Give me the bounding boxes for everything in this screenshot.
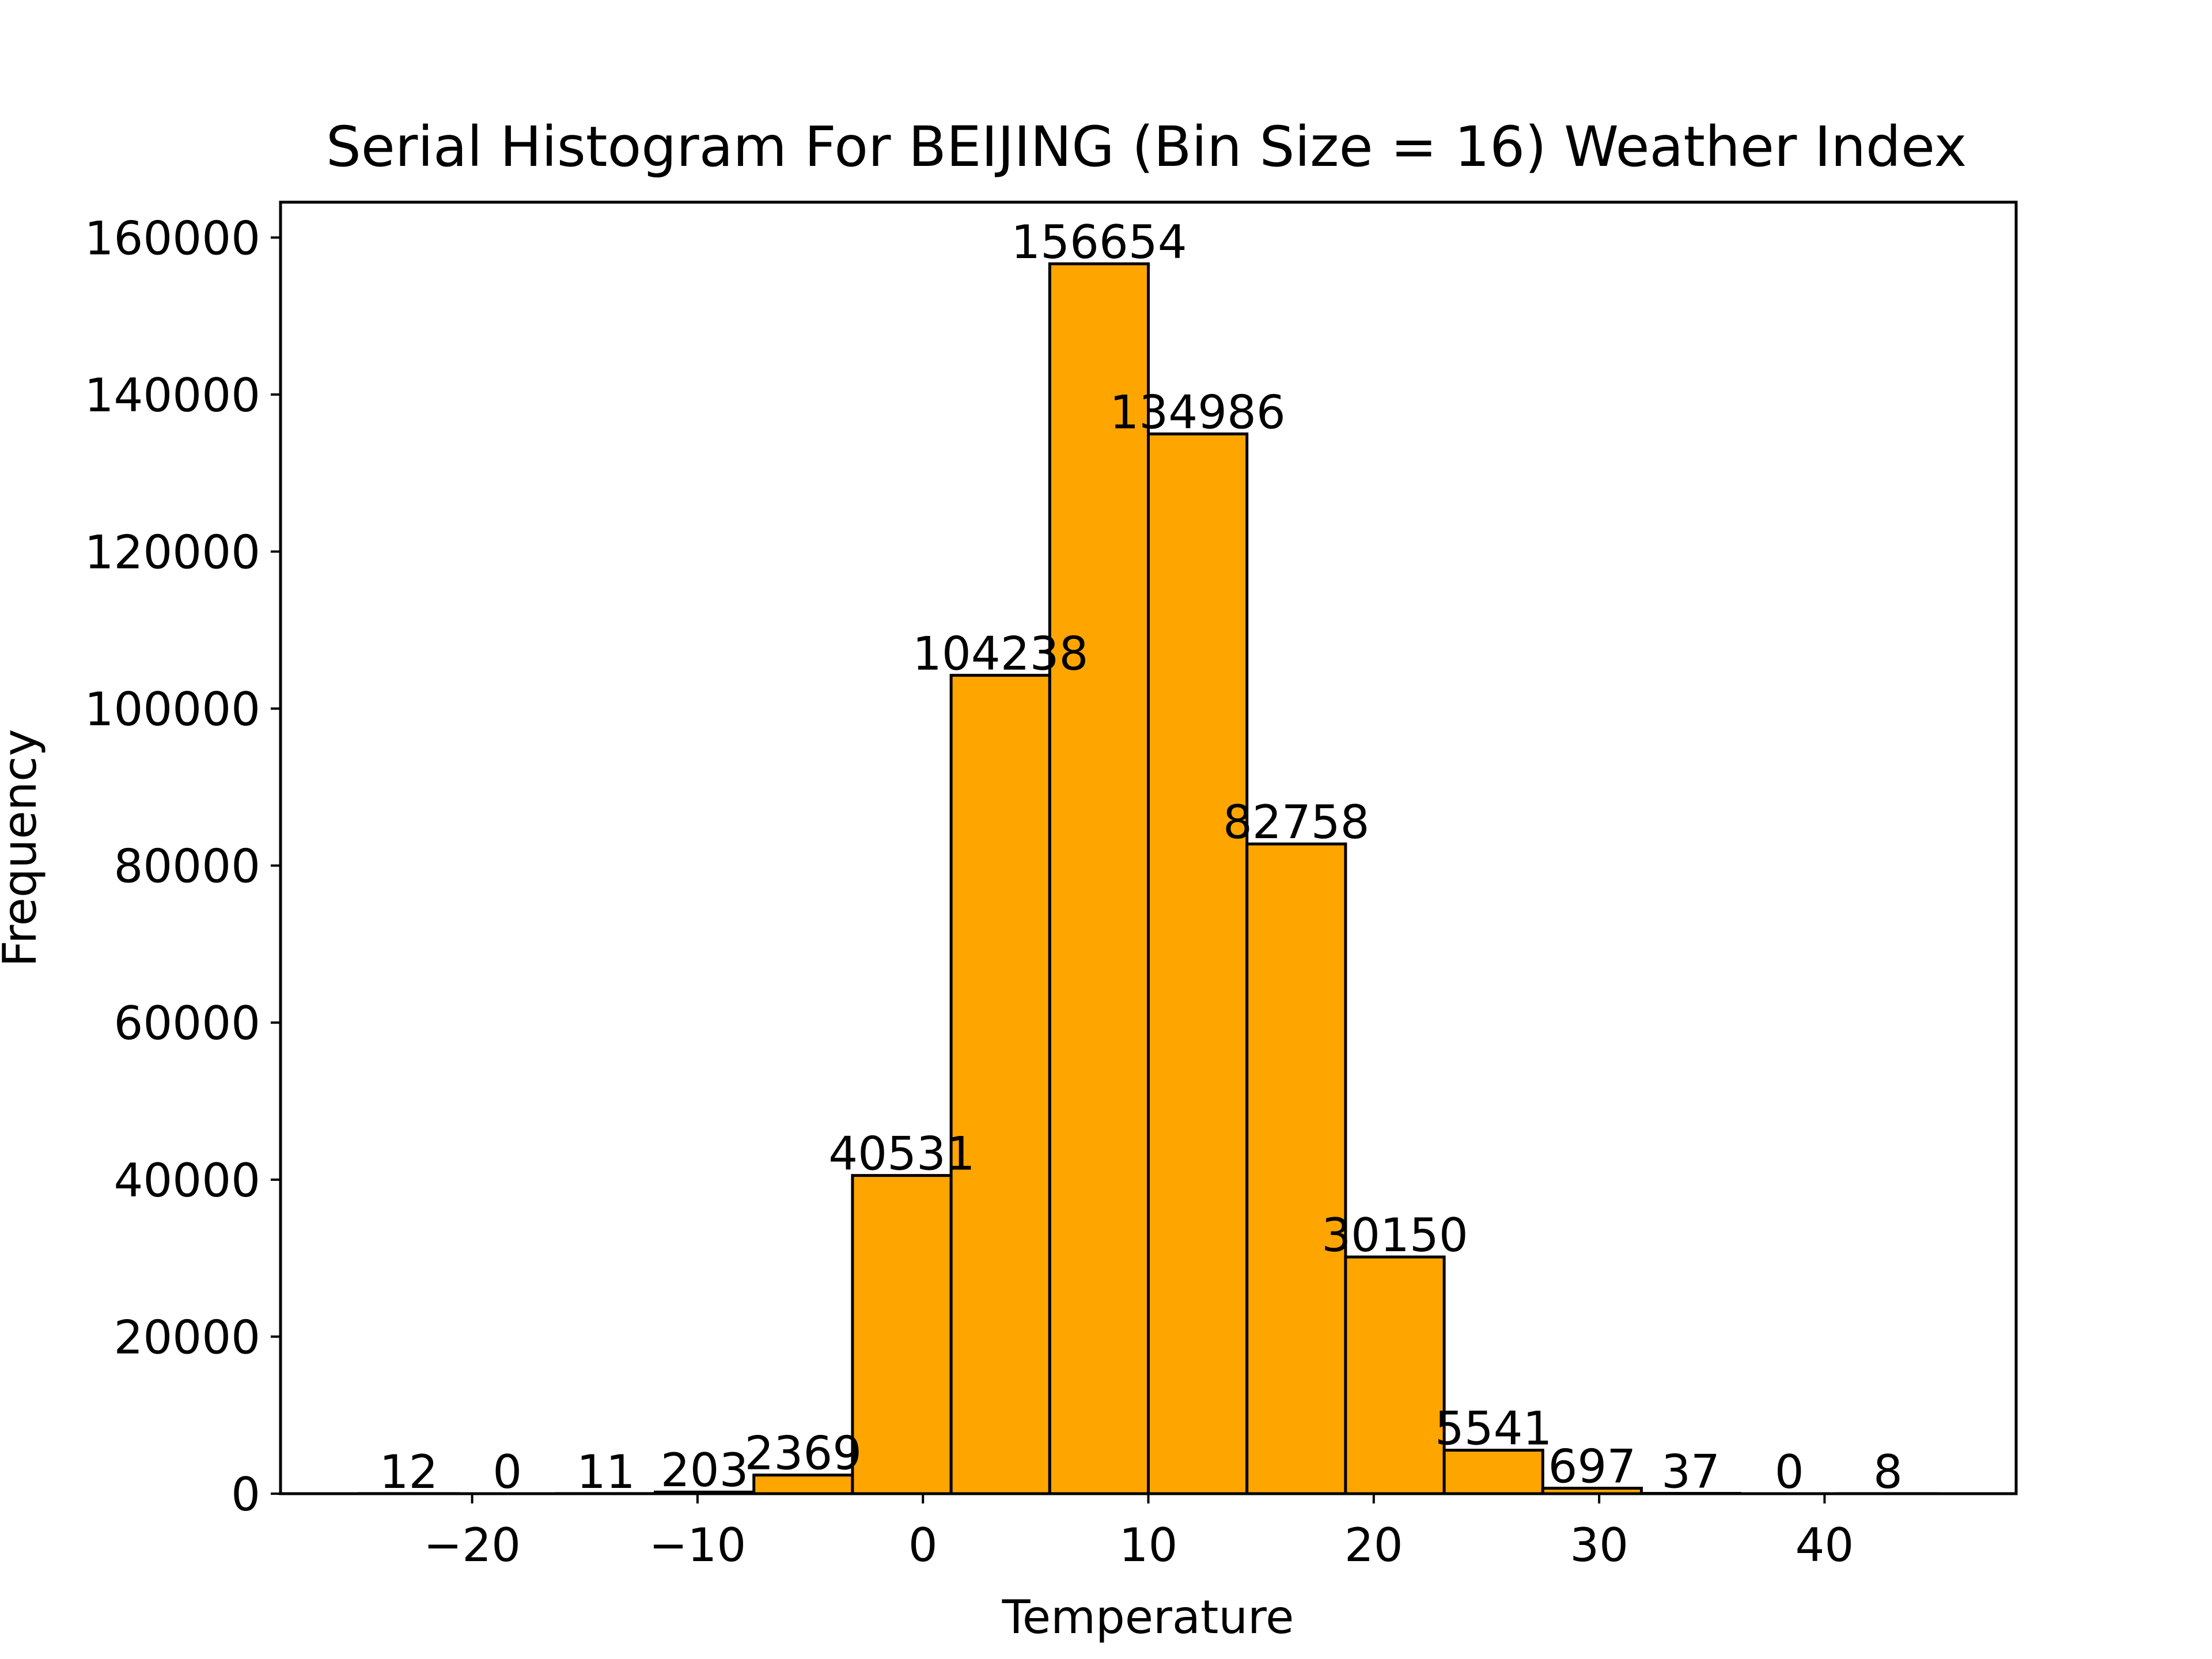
- histogram-bar-4: [752, 1474, 854, 1495]
- x-axis-ticks: −20 −10 0 10 20 30 40: [423, 1494, 1854, 1572]
- y-tick-label-4: 80000: [114, 840, 261, 893]
- bar-value-label-5: 40531: [828, 1127, 975, 1181]
- y-tick-label-1: 20000: [114, 1310, 261, 1364]
- x-tick-label-3: 10: [1119, 1518, 1178, 1572]
- histogram-bar-10: [1344, 1255, 1446, 1495]
- bar-value-label-0: 12: [380, 1445, 438, 1499]
- bars-group: [358, 262, 1939, 1495]
- x-tick-label-6: 40: [1795, 1518, 1854, 1572]
- histogram-bar-7: [1048, 262, 1150, 1495]
- bar-value-label-15: 8: [1873, 1445, 1903, 1499]
- x-tick-label-1: −10: [649, 1518, 746, 1572]
- y-tick-label-0: 0: [231, 1468, 260, 1521]
- x-tick-label-2: 0: [908, 1518, 938, 1572]
- histogram-bar-8: [1147, 432, 1249, 1495]
- x-axis-label: Temperature: [1002, 1590, 1294, 1644]
- histogram-bar-5: [851, 1174, 953, 1495]
- bar-value-label-9: 82758: [1223, 796, 1370, 849]
- bar-value-label-2: 11: [577, 1445, 635, 1499]
- x-tick-label-0: −20: [423, 1518, 521, 1572]
- y-tick-label-8: 160000: [85, 211, 260, 265]
- bar-value-label-1: 0: [493, 1445, 522, 1499]
- y-tick-label-5: 100000: [85, 683, 260, 736]
- bar-value-label-6: 104238: [912, 627, 1088, 680]
- histogram-bar-9: [1245, 842, 1347, 1495]
- histogram-bar-11: [1442, 1448, 1544, 1495]
- y-axis-ticks: 0 20000 40000 60000 80000 100000 120000 140000 1…: [85, 211, 281, 1521]
- x-tick-label-4: 20: [1344, 1518, 1403, 1572]
- y-tick-label-6: 120000: [85, 525, 260, 579]
- bar-value-label-12: 697: [1548, 1440, 1637, 1494]
- bar-value-label-11: 5541: [1435, 1402, 1552, 1455]
- bar-value-label-13: 37: [1661, 1445, 1720, 1498]
- bar-value-label-4: 2369: [745, 1427, 862, 1480]
- bar-value-label-8: 134986: [1109, 385, 1285, 439]
- bar-value-label-3: 203: [661, 1444, 749, 1497]
- x-tick-label-5: 30: [1570, 1518, 1628, 1572]
- bar-value-label-14: 0: [1775, 1445, 1804, 1499]
- histogram-bar-6: [949, 673, 1051, 1495]
- y-tick-label-3: 60000: [114, 997, 261, 1050]
- y-tick-label-7: 140000: [85, 369, 260, 422]
- chart-title: Serial Histogram For BEIJING (Bin Size =…: [326, 115, 1967, 179]
- y-axis-label: Frequency: [0, 729, 47, 967]
- y-tick-label-2: 40000: [114, 1154, 261, 1207]
- bar-value-label-7: 156654: [1011, 215, 1187, 269]
- bar-value-label-10: 30150: [1321, 1209, 1468, 1262]
